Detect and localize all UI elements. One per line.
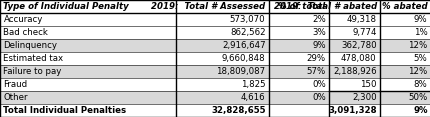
- Text: 862,562: 862,562: [229, 28, 265, 37]
- Text: 2,916,647: 2,916,647: [221, 41, 265, 50]
- Bar: [0, 65, 430, 78]
- Text: 2,188,926: 2,188,926: [332, 67, 376, 76]
- Bar: [0, 39, 430, 52]
- Text: 3%: 3%: [311, 28, 325, 37]
- Text: 9%: 9%: [412, 106, 427, 115]
- Text: 12%: 12%: [407, 67, 427, 76]
- Text: 18,809,087: 18,809,087: [216, 67, 265, 76]
- Text: 9%: 9%: [311, 41, 325, 50]
- Text: 9,774: 9,774: [351, 28, 376, 37]
- Text: 0%: 0%: [311, 93, 325, 102]
- Text: 4,616: 4,616: [240, 93, 265, 102]
- Text: 150: 150: [359, 80, 376, 89]
- Text: Total Individual Penalties: Total Individual Penalties: [3, 106, 126, 115]
- Text: % of total: % of total: [278, 2, 325, 11]
- Text: % abated: % abated: [381, 2, 427, 11]
- Text: Other: Other: [3, 93, 28, 102]
- Text: 1,825: 1,825: [240, 80, 265, 89]
- Text: 0%: 0%: [311, 80, 325, 89]
- Text: 9,660,848: 9,660,848: [221, 54, 265, 63]
- Text: Bad check: Bad check: [3, 28, 48, 37]
- Text: 32,828,655: 32,828,655: [211, 106, 265, 115]
- Text: Type of Individual Penalty: Type of Individual Penalty: [3, 2, 129, 11]
- Text: 57%: 57%: [306, 67, 325, 76]
- Text: 573,070: 573,070: [229, 15, 265, 24]
- Text: Accuracy: Accuracy: [3, 15, 43, 24]
- Text: 9%: 9%: [413, 15, 427, 24]
- Text: Fraud: Fraud: [3, 80, 28, 89]
- Text: Estimated tax: Estimated tax: [3, 54, 64, 63]
- Bar: [0, 91, 430, 104]
- Text: Delinquency: Delinquency: [3, 41, 57, 50]
- Text: 3,091,328: 3,091,328: [327, 106, 376, 115]
- Text: 8%: 8%: [413, 80, 427, 89]
- Text: 2019:  Total # abated: 2019: Total # abated: [273, 2, 376, 11]
- Text: 478,080: 478,080: [340, 54, 376, 63]
- Text: 29%: 29%: [306, 54, 325, 63]
- Text: 5%: 5%: [413, 54, 427, 63]
- Text: 2019:  Total # Assessed: 2019: Total # Assessed: [151, 2, 265, 11]
- Text: 1%: 1%: [413, 28, 427, 37]
- Text: 2%: 2%: [311, 15, 325, 24]
- Text: Failure to pay: Failure to pay: [3, 67, 61, 76]
- Text: 362,780: 362,780: [340, 41, 376, 50]
- Text: 49,318: 49,318: [346, 15, 376, 24]
- Text: 2,300: 2,300: [351, 93, 376, 102]
- Text: 50%: 50%: [407, 93, 427, 102]
- Text: 12%: 12%: [407, 41, 427, 50]
